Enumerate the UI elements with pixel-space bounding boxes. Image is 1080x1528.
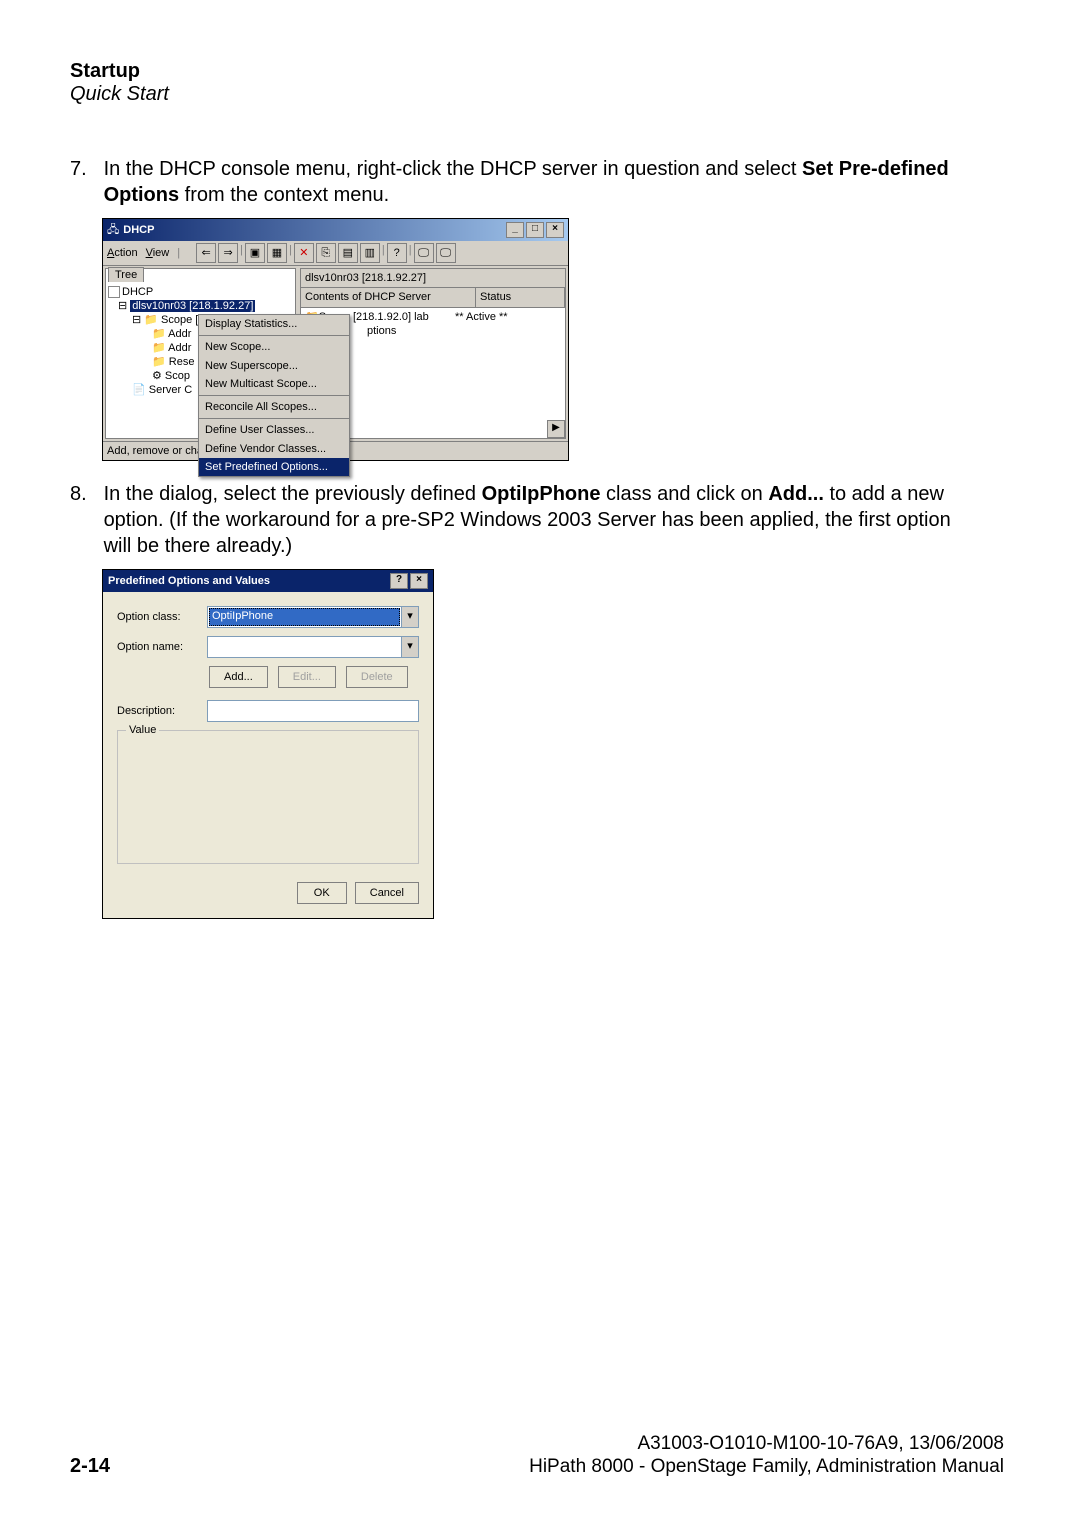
tree-server[interactable]: ⊟ dlsv10nr03 [218.1.92.27] (108, 299, 293, 313)
option-class-label: Option class: (117, 610, 207, 624)
ctx-newscope[interactable]: New Scope... (199, 338, 349, 356)
monitor-icon-2[interactable]: 🖵 (436, 243, 456, 263)
tree-root[interactable]: DHCP (108, 285, 293, 299)
chevron-down-icon[interactable]: ▾ (401, 637, 418, 657)
nav-fwd-icon[interactable]: ⇒ (218, 243, 238, 263)
step-7-text: In the DHCP console menu, right-click th… (104, 156, 974, 208)
chevron-down-icon[interactable]: ▾ (401, 607, 418, 627)
ctx-vendorclass[interactable]: Define Vendor Classes... (199, 440, 349, 458)
col-status[interactable]: Status (476, 288, 565, 306)
dlg-close-button[interactable]: × (410, 573, 428, 589)
ctx-newmulti[interactable]: New Multicast Scope... (199, 375, 349, 393)
add-button[interactable]: Add... (209, 666, 268, 688)
help-icon[interactable]: ? (387, 243, 407, 263)
option-class-combo[interactable]: OptiIpPhone ▾ (207, 606, 419, 628)
ctx-stats[interactable]: Display Statistics... (199, 315, 349, 333)
predef-options-dialog: Predefined Options and Values ? × Option… (102, 569, 434, 919)
ok-button[interactable]: OK (297, 882, 347, 904)
tree-pane: Tree DHCP ⊟ dlsv10nr03 [218.1.92.27] ⊟ 📁… (105, 268, 296, 439)
tb-icon-2[interactable]: ▦ (267, 243, 287, 263)
description-label: Description: (117, 704, 207, 718)
ctx-predef[interactable]: Set Predefined Options... (199, 458, 349, 476)
menu-view[interactable]: View (146, 246, 170, 260)
header-subtitle: Quick Start (70, 83, 1010, 106)
step-8-text: In the dialog, select the previously def… (104, 481, 974, 559)
description-input[interactable] (207, 700, 419, 722)
footer-doc-id: A31003-O1010-M100-10-76A9, 13/06/2008 (70, 1433, 1004, 1455)
step-7-num: 7. (70, 156, 98, 182)
nav-back-icon[interactable]: ⇐ (196, 243, 216, 263)
edit-button[interactable]: Edit... (278, 666, 336, 688)
col-contents[interactable]: Contents of DHCP Server (301, 288, 476, 306)
dhcp-node-icon (108, 286, 120, 298)
value-groupbox: Value (117, 730, 419, 864)
context-menu: Display Statistics... New Scope... New S… (198, 314, 350, 477)
page-number: 2-14 (70, 1455, 110, 1478)
toolbar: ⇐ ⇒ | ▣ ▦ | ✕ ⎘ ▤ ▥ | ? | (196, 243, 455, 263)
ctx-newsuper[interactable]: New Superscope... (199, 357, 349, 375)
delete-button[interactable]: Delete (346, 666, 408, 688)
tb-icon-1[interactable]: ▣ (245, 243, 265, 263)
dhcp-icon: 🖧 (107, 223, 119, 237)
tree-tab[interactable]: Tree (108, 267, 144, 282)
scroll-right-icon[interactable]: ▶ (547, 420, 565, 438)
ctx-userclass[interactable]: Define User Classes... (199, 421, 349, 439)
option-name-label: Option name: (117, 640, 207, 654)
dhcp-title: DHCP (123, 223, 504, 237)
dlg-title: Predefined Options and Values (108, 574, 388, 588)
tb-icon-5[interactable]: ▥ (360, 243, 380, 263)
dlg-help-button[interactable]: ? (390, 573, 408, 589)
dhcp-titlebar: 🖧 DHCP _ □ × (103, 219, 568, 241)
minimize-button[interactable]: _ (506, 222, 524, 238)
monitor-icon-1[interactable]: 🖵 (414, 243, 434, 263)
menu-action[interactable]: Action (107, 246, 138, 260)
dhcp-menubar: Action View | ⇐ ⇒ | ▣ ▦ | ✕ ⎘ ▤ (103, 241, 568, 266)
delete-icon[interactable]: ✕ (294, 243, 314, 263)
close-button[interactable]: × (546, 222, 564, 238)
tb-icon-3[interactable]: ⎘ (316, 243, 336, 263)
ctx-reconcile[interactable]: Reconcile All Scopes... (199, 398, 349, 416)
maximize-button[interactable]: □ (526, 222, 544, 238)
option-name-combo[interactable]: ▾ (207, 636, 419, 658)
rp-header: dlsv10nr03 [218.1.92.27] (301, 269, 565, 288)
tb-icon-4[interactable]: ▤ (338, 243, 358, 263)
row-status: ** Active ** (455, 310, 508, 418)
footer-doc-title: HiPath 8000 - OpenStage Family, Administ… (529, 1456, 1004, 1478)
cancel-button[interactable]: Cancel (355, 882, 419, 904)
value-label: Value (126, 723, 159, 737)
step-8-num: 8. (70, 481, 98, 507)
dhcp-window: 🖧 DHCP _ □ × Action View | ⇐ ⇒ | (102, 218, 569, 461)
header-title: Startup (70, 60, 1010, 83)
